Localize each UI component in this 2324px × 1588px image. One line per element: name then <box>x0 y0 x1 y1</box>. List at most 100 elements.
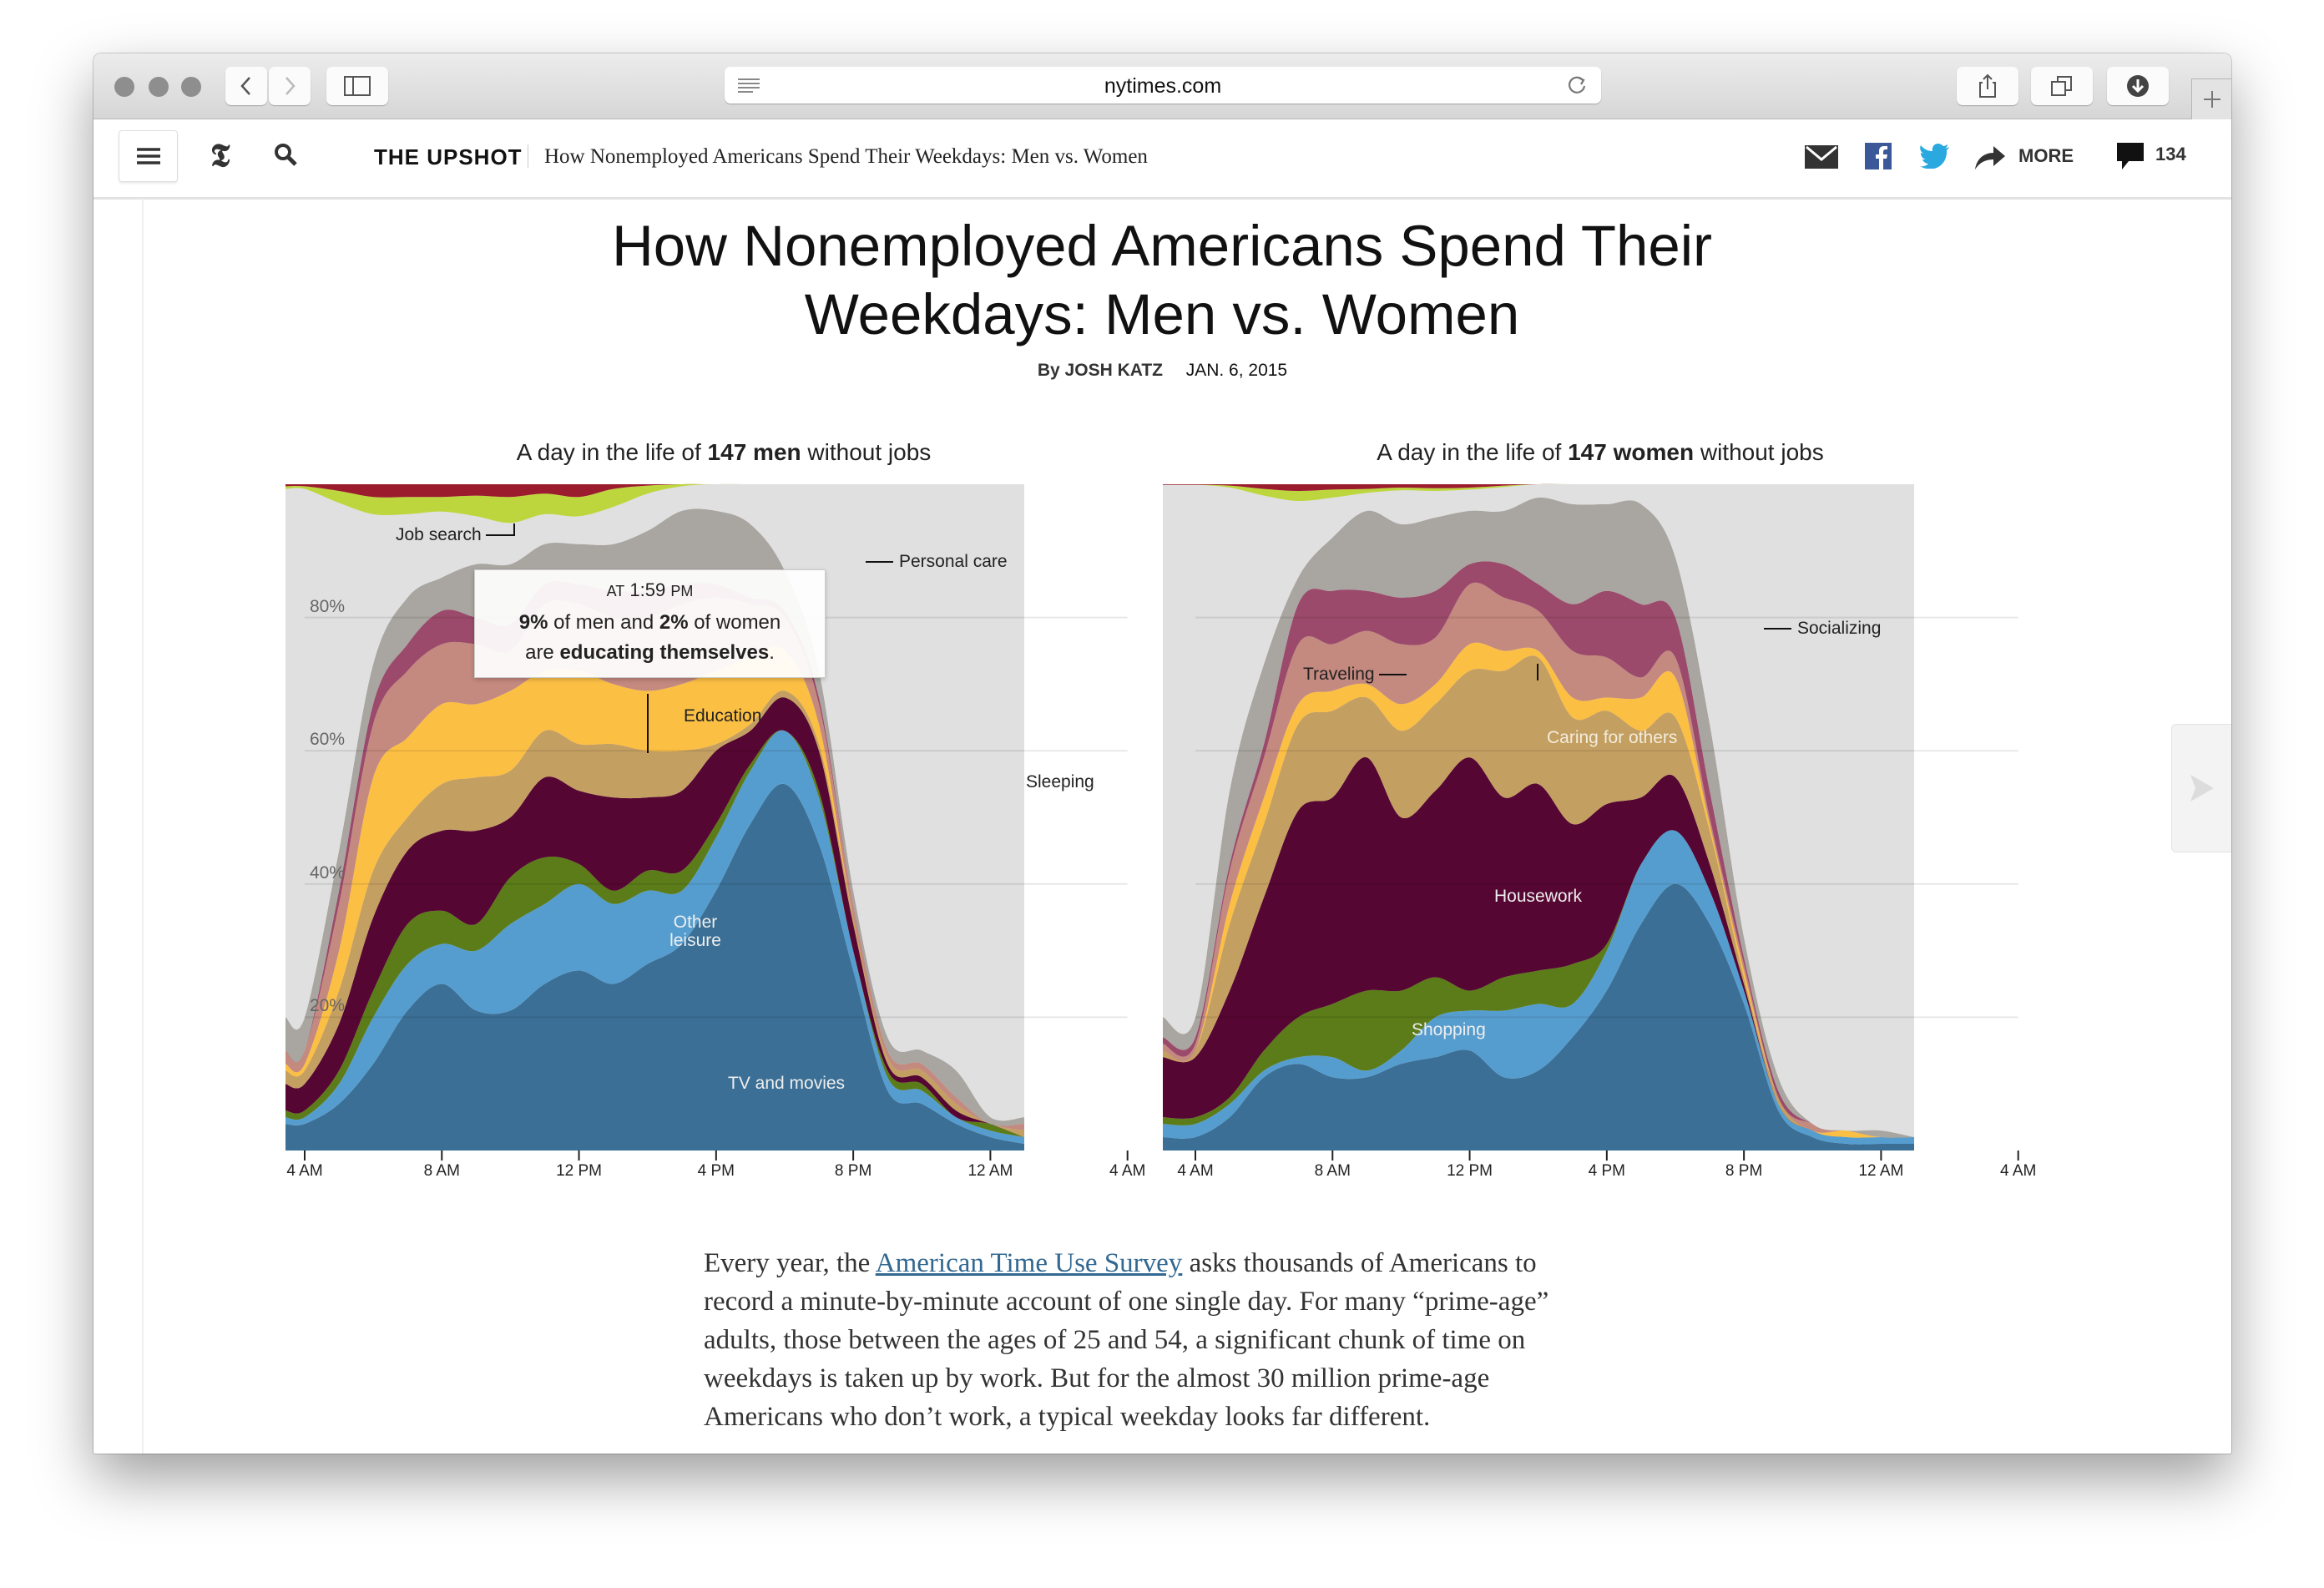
site-navbar: 𝕿 THE UPSHOT How Nonemployed Americans S… <box>93 119 2231 200</box>
forward-button[interactable] <box>269 67 311 105</box>
chevron-right-icon <box>2190 775 2214 802</box>
tooltip-at: AT <box>606 583 625 599</box>
nyt-logo-icon[interactable]: 𝕿 <box>210 139 230 174</box>
label-socializing: Socializing <box>1797 619 1882 638</box>
tabs-overview-button[interactable] <box>2031 67 2093 105</box>
label-sleeping: Sleeping <box>1026 772 1094 791</box>
area-shopping <box>1163 830 1914 1138</box>
minimize-window-button[interactable] <box>149 77 169 97</box>
x-tick-label: 12 PM <box>1447 1162 1493 1180</box>
area-series-4 <box>285 690 1024 1138</box>
area-housework <box>1163 756 1914 1138</box>
label-tv-and-movies: TV and movies <box>728 1074 846 1093</box>
hamburger-icon <box>136 148 160 164</box>
tooltip-time-value: 1:59 <box>629 579 666 600</box>
x-tick-label: 4 PM <box>697 1162 735 1180</box>
title-group: men <box>753 439 801 465</box>
downloads-button[interactable] <box>2107 67 2169 105</box>
x-tick-label: 4 AM <box>1109 1162 1146 1180</box>
more-share-button[interactable]: MORE <box>2018 145 2074 166</box>
x-tick-label: 12 AM <box>1858 1162 1904 1180</box>
tooltip-activity: are educating themselves. <box>475 641 825 665</box>
share-button[interactable] <box>1957 67 2018 105</box>
x-tick-label: 8 AM <box>1314 1162 1351 1180</box>
article-headline: How Nonemployed Americans Spend Their We… <box>611 214 1713 346</box>
text: asks thousands of Americans to <box>1182 1248 1537 1278</box>
nav-article-title: How Nonemployed Americans Spend Their We… <box>544 145 1148 168</box>
browser-toolbar: nytimes.com <box>93 53 2231 119</box>
chevron-right-icon <box>285 77 296 95</box>
y-tick-label: 40% <box>310 862 346 883</box>
area-job-search <box>285 483 1024 523</box>
title-count: 147 <box>707 439 747 465</box>
reload-icon[interactable] <box>1566 74 1588 96</box>
byline: By JOSH KATZ JAN. 6, 2015 <box>93 361 2231 381</box>
sidebar-icon <box>344 76 371 96</box>
x-tick-label: 4 AM <box>2000 1162 2037 1180</box>
paragraph-line: record a minute-by-minute account of one… <box>704 1287 1549 1317</box>
tooltip-ampm: PM <box>670 583 694 599</box>
tooltip-stat: 9% of men and 2% of women <box>475 611 825 635</box>
area-series-9 <box>1163 483 1914 1138</box>
label-personal-care: Personal care <box>899 552 1008 571</box>
x-tick-label: 8 PM <box>1725 1162 1763 1180</box>
email-icon[interactable] <box>1804 144 1839 169</box>
chevron-left-icon <box>240 77 250 95</box>
title-prefix: A day in the life of <box>516 439 708 465</box>
zoom-window-button[interactable] <box>181 77 201 97</box>
next-article-button[interactable] <box>2171 724 2231 852</box>
y-tick-label: 60% <box>310 730 346 750</box>
area-tv-and-movies <box>285 783 1024 1151</box>
publish-date: JAN. 6, 2015 <box>1185 361 1288 380</box>
twitter-icon[interactable] <box>1920 144 1950 169</box>
comment-count[interactable]: 134 <box>2155 144 2186 164</box>
area-series-10 <box>1163 483 1914 502</box>
author[interactable]: By JOSH KATZ <box>1037 361 1164 380</box>
title-group: women <box>1613 439 1695 465</box>
share-arrow-icon[interactable] <box>1973 143 2007 171</box>
y-tick-label: 80% <box>310 596 346 616</box>
charts-canvas <box>285 483 2019 1161</box>
label-housework: Housework <box>1494 887 1583 906</box>
section-name[interactable]: THE UPSHOT <box>374 144 523 169</box>
reader-icon[interactable] <box>736 77 761 94</box>
area-sleeping <box>285 483 1024 1121</box>
area-series-11 <box>1163 483 1914 492</box>
paragraph-line: adults, those between the ages of 25 and… <box>704 1325 1526 1355</box>
close-window-button[interactable] <box>114 77 134 97</box>
download-icon <box>2127 75 2149 97</box>
x-tick-label: 4 PM <box>1588 1162 1626 1180</box>
tooltip-are: are <box>525 641 560 664</box>
y-tick-label: 20% <box>310 996 346 1016</box>
label-caring-for-others: Caring for others <box>1547 728 1678 747</box>
label-other-leisure: Other leisure <box>669 913 721 950</box>
x-tick-label: 8 AM <box>423 1162 460 1180</box>
x-tick-label: 8 PM <box>834 1162 872 1180</box>
atus-link[interactable]: American Time Use Survey <box>875 1248 1183 1278</box>
x-tick-label: 4 AM <box>286 1162 323 1180</box>
title-suffix: without jobs <box>801 439 932 465</box>
area-series-1 <box>1163 830 1914 1145</box>
article-paragraph: Every year, the American Time Use Survey… <box>704 1244 1548 1436</box>
back-button[interactable] <box>225 67 267 105</box>
search-icon[interactable] <box>273 142 298 167</box>
women-chart-title: A day in the life of 147 women without j… <box>1377 439 1823 466</box>
title-prefix: A day in the life of <box>1377 439 1569 465</box>
tooltip-women-pct: 2% <box>659 611 689 634</box>
area-series-2 <box>285 730 1024 1138</box>
x-tick-label: 12 PM <box>556 1162 603 1180</box>
sections-menu-button[interactable] <box>119 130 178 182</box>
tooltip-time: AT 1:59 PM <box>475 579 825 601</box>
address-bar[interactable]: nytimes.com <box>725 67 1601 104</box>
comment-icon[interactable] <box>2115 141 2145 174</box>
url-text[interactable]: nytimes.com <box>1104 74 1222 98</box>
area-caring-for-others <box>1163 655 1914 1138</box>
paragraph-line: weekdays is taken up by work. But for th… <box>704 1363 1490 1393</box>
facebook-icon[interactable] <box>1865 143 1892 169</box>
sidebar-toggle-button[interactable] <box>326 67 388 105</box>
tabs-icon <box>2051 76 2072 96</box>
new-tab-button[interactable] <box>2191 78 2231 119</box>
x-tick-label: 4 AM <box>1177 1162 1214 1180</box>
content-edge <box>142 199 144 1454</box>
area-series-0 <box>1163 883 1914 1151</box>
